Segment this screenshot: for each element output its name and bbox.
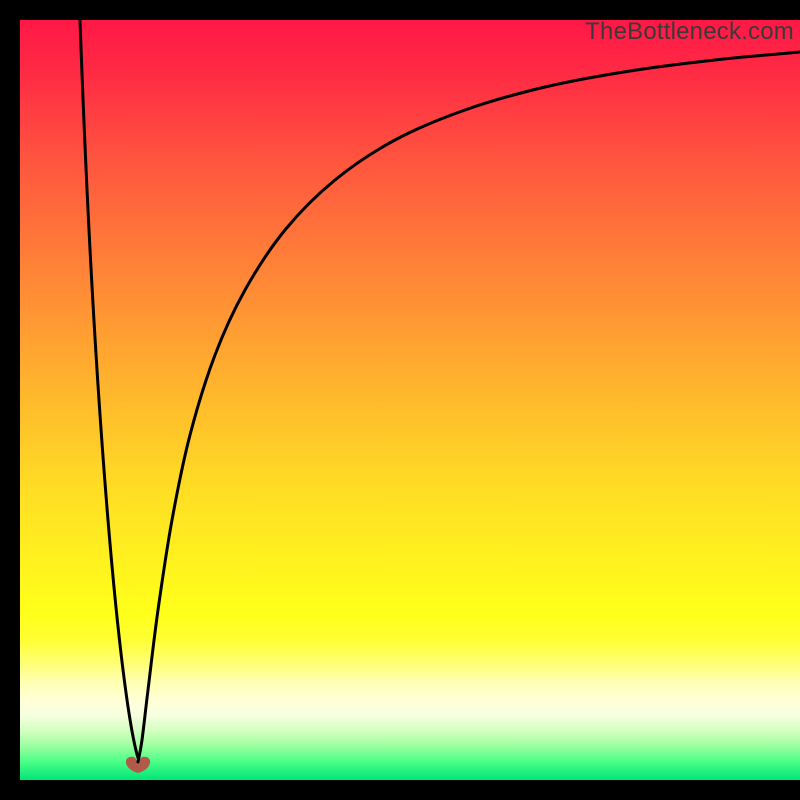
plot-area: TheBottleneck.com xyxy=(20,20,800,780)
watermark-text: TheBottleneck.com xyxy=(585,18,794,46)
background-gradient xyxy=(20,20,800,780)
